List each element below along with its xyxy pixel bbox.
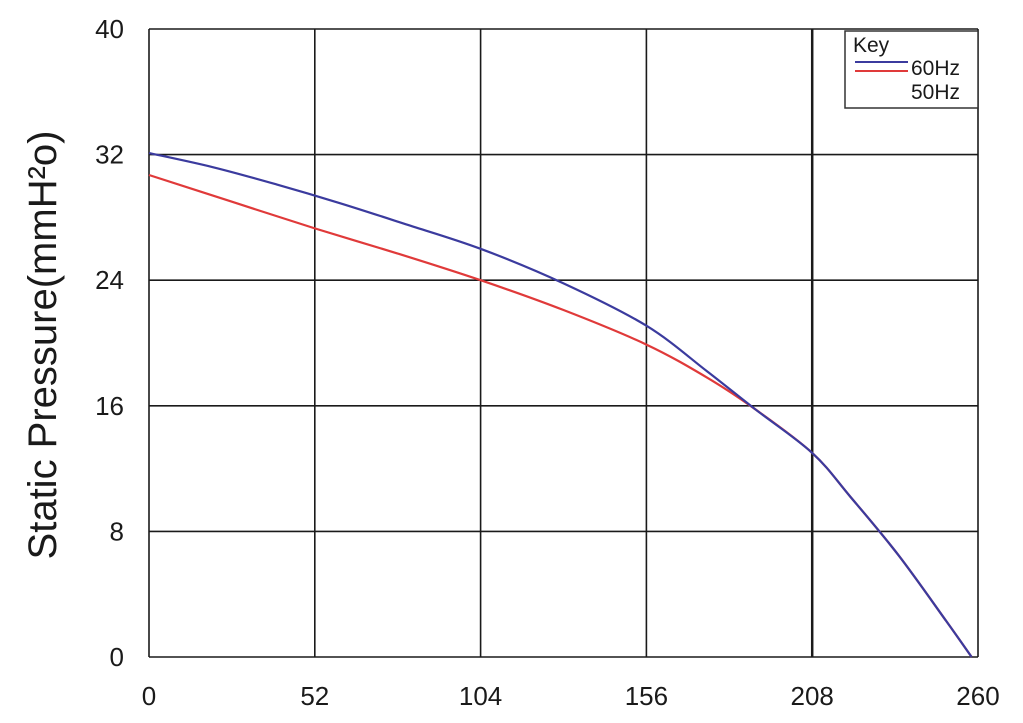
y-axis-title: Static Pressure(mmH²o) (21, 131, 65, 560)
y-tick-label: 40 (95, 14, 124, 44)
x-tick-label: 52 (300, 681, 329, 711)
y-tick-label: 32 (95, 140, 124, 170)
y-tick-label: 8 (110, 516, 124, 546)
legend-label-60hz: 60Hz (911, 57, 960, 80)
x-tick-labels: 0 52 104 156 208 260 (142, 681, 1000, 711)
x-tick-label: 104 (459, 681, 502, 711)
x-tick-label: 0 (142, 681, 156, 711)
grid-lines (148, 28, 979, 658)
x-tick-label: 208 (791, 681, 834, 711)
y-tick-label: 16 (95, 391, 124, 421)
series-lines (148, 151, 973, 658)
series-line-50hz (148, 173, 973, 658)
y-tick-labels: 0 8 16 24 32 40 (95, 14, 124, 672)
legend: Key 60Hz 50Hz (844, 30, 979, 109)
y-tick-label: 0 (110, 642, 124, 672)
series-line-60hz (148, 151, 973, 658)
legend-box (844, 30, 979, 109)
x-tick-label: 260 (956, 681, 999, 711)
legend-title: Key (853, 34, 890, 57)
legend-label-50hz: 50Hz (911, 81, 960, 104)
x-tick-label: 156 (625, 681, 668, 711)
y-tick-label: 24 (95, 265, 124, 295)
